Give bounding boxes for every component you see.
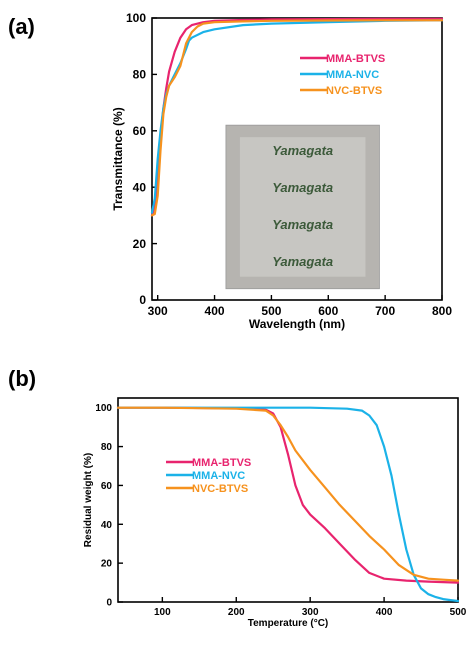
legend-label-a: MMA-BTVS	[326, 53, 385, 65]
plot-frame-b	[117, 397, 459, 603]
inset-photo-text: Yamagata	[272, 143, 333, 158]
y-axis-title-a: Transmittance (%)	[111, 107, 125, 210]
x-tick-label-a: 300	[148, 304, 168, 318]
x-axis-title-b: Temperature (°C)	[248, 618, 329, 629]
y-tick-label-b: 20	[101, 559, 113, 570]
legend-label-a: MMA-NVC	[326, 69, 379, 81]
x-tick-label-b: 300	[302, 607, 319, 618]
inset-photo-text: Yamagata	[272, 217, 333, 232]
legend-label-b: MMA-BTVS	[192, 457, 251, 469]
x-tick-label-b: 200	[228, 607, 245, 618]
y-tick-label-a: 80	[133, 68, 147, 82]
y-tick-label-a: 20	[133, 237, 147, 251]
y-tick-label-b: 0	[106, 598, 112, 609]
x-tick-label-b: 100	[154, 607, 171, 618]
x-tick-label-a: 400	[205, 304, 225, 318]
x-tick-label-b: 500	[450, 607, 467, 618]
plot-frame-a	[151, 17, 443, 301]
x-tick-label-a: 600	[318, 304, 338, 318]
panel-label-b: (b)	[8, 366, 37, 391]
y-axis-title-b: Residual weight (%)	[83, 453, 94, 547]
inset-film	[239, 137, 366, 277]
x-tick-label-a: 800	[432, 304, 452, 318]
y-tick-label-a: 40	[133, 180, 147, 194]
y-tick-label-a: 100	[126, 11, 146, 25]
panel-label-a: (a)	[8, 14, 35, 39]
x-tick-label-a: 700	[375, 304, 395, 318]
series-line-b-mma-nvc	[116, 406, 460, 603]
legend-label-b: NVC-BTVS	[192, 483, 248, 495]
y-tick-label-a: 0	[139, 293, 146, 307]
series-line-b-mma-btvs	[116, 406, 460, 584]
legend-label-b: MMA-NVC	[192, 470, 245, 482]
y-tick-label-b: 60	[101, 481, 113, 492]
series-line-a-nvc-btvs	[150, 19, 444, 217]
series-line-b-nvc-btvs	[116, 406, 460, 582]
inset-photo-text: Yamagata	[272, 254, 333, 269]
inset-photo-text: Yamagata	[272, 180, 333, 195]
x-axis-title-a: Wavelength (nm)	[249, 317, 345, 331]
x-tick-label-a: 500	[261, 304, 281, 318]
legend-label-a: NVC-BTVS	[326, 85, 382, 97]
y-tick-label-b: 80	[101, 442, 113, 453]
y-tick-label-b: 100	[95, 403, 112, 414]
y-tick-label-a: 60	[133, 124, 147, 138]
x-tick-label-b: 400	[376, 607, 393, 618]
y-tick-label-b: 40	[101, 520, 113, 531]
